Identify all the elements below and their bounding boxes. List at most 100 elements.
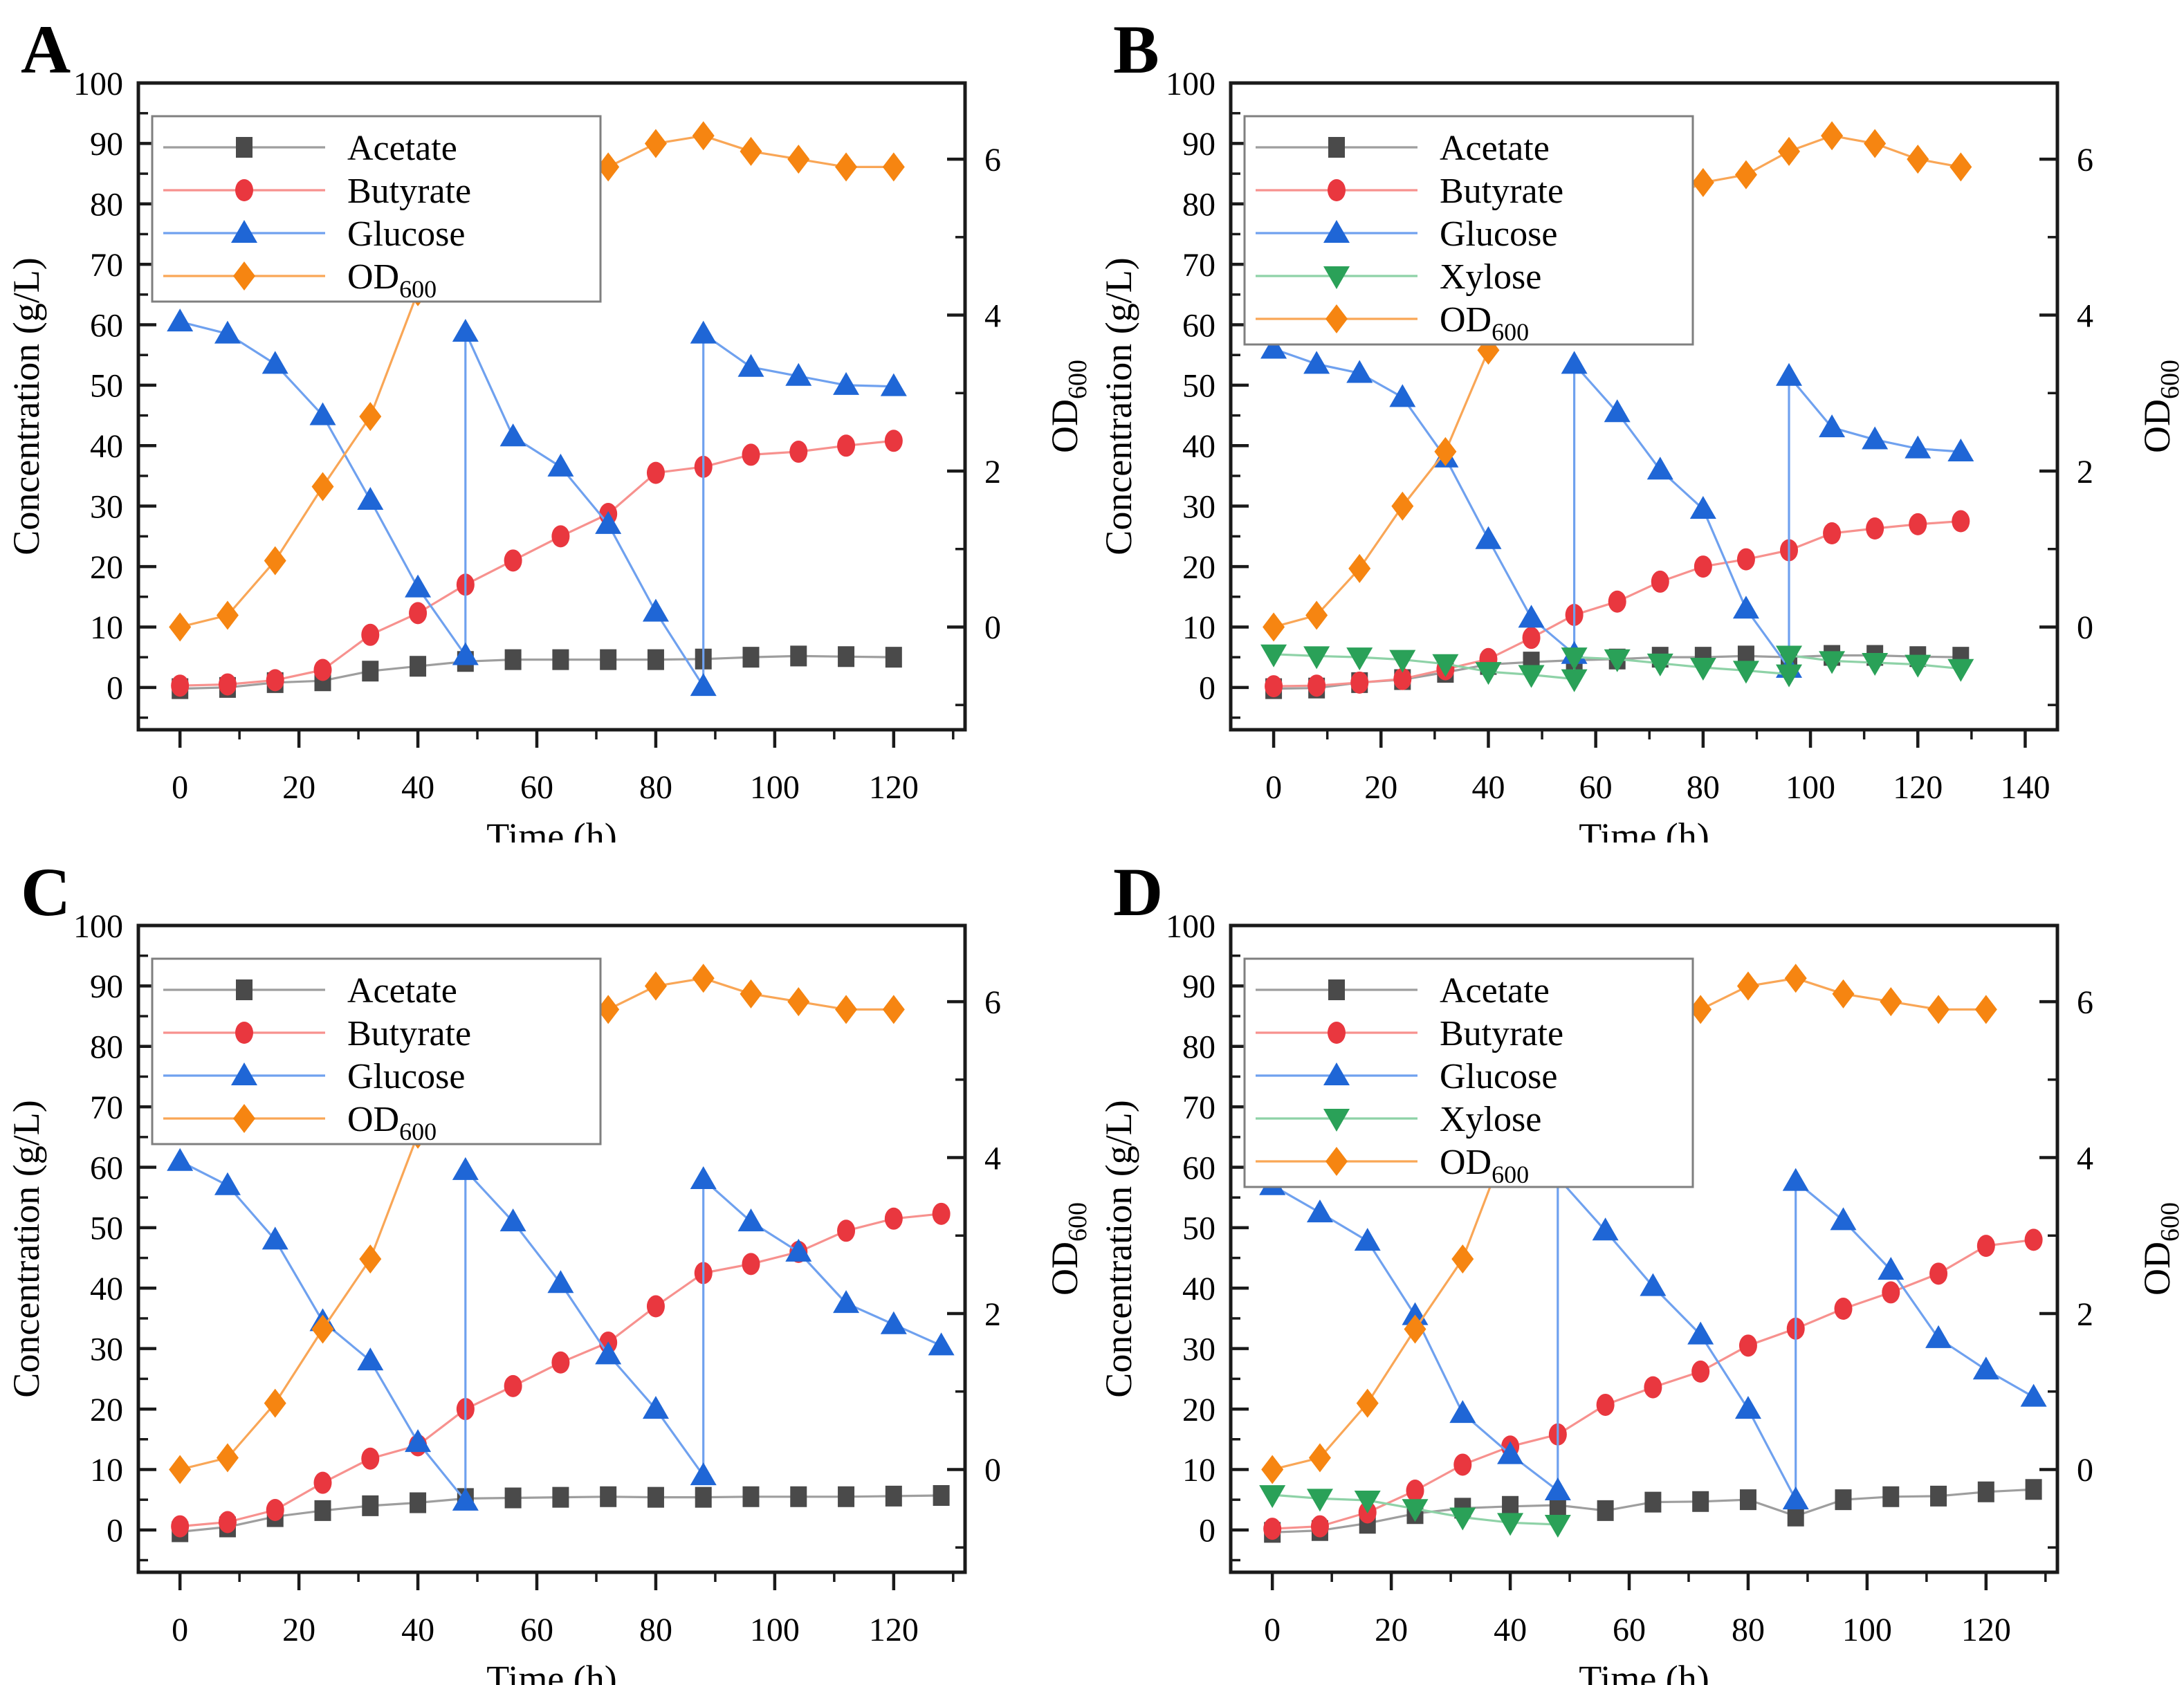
x-axis-title: Time (h): [1579, 816, 1709, 842]
series-glucose-marker: [1640, 1273, 1667, 1296]
series-glucose-marker: [309, 402, 336, 425]
series-od600-marker: [216, 1443, 239, 1473]
series-glucose-marker: [499, 423, 526, 447]
series-acetate-marker: [695, 1486, 712, 1508]
series-butyrate-marker: [742, 1253, 760, 1276]
y-right-tick-label: 0: [2077, 1452, 2093, 1489]
series-butyrate: [1263, 1228, 2043, 1540]
series-glucose-marker: [1604, 399, 1631, 423]
series-xylose-marker: [1389, 650, 1416, 673]
series-glucose-marker: [1689, 496, 1716, 519]
series-glucose-line: [1272, 1176, 2035, 1501]
series-glucose-marker: [595, 510, 622, 534]
series-butyrate-marker: [1694, 555, 1712, 578]
series-acetate: [172, 1485, 950, 1543]
series-acetate-marker: [2025, 1479, 2042, 1500]
series-glucose-marker: [214, 1172, 241, 1195]
plot-frame: [1229, 81, 2059, 732]
series-butyrate-marker: [1834, 1298, 1853, 1320]
y-axis-title: Concentration (g/L): [1098, 1100, 1139, 1397]
y-left-tick-label: 20: [1182, 1392, 1215, 1428]
series-glucose-marker: [452, 642, 479, 665]
y-left-tick-label: 10: [90, 609, 123, 646]
series-glucose-line: [179, 1160, 942, 1502]
y-left-tick-label: 50: [1182, 368, 1215, 405]
panel-b: B 0 20 40 60 80 100 120 140 Time (h) 0 10 20 30 40 50 60…: [1092, 0, 2184, 842]
series-glucose-marker: [1449, 1400, 1476, 1424]
series-butyrate-marker: [789, 441, 808, 463]
series-butyrate-marker: [361, 1447, 380, 1470]
legend-marker-od600: [233, 1104, 255, 1133]
series-od600-marker: [597, 995, 620, 1024]
y-left-tick-label: 80: [90, 1029, 123, 1066]
series-glucose-marker: [642, 598, 669, 622]
x-axis: 0 20 40 60 80 100 120 Time (h): [172, 730, 955, 842]
y-right-tick-label: 2: [984, 454, 1001, 490]
legend-marker-butyrate: [235, 1022, 253, 1044]
y-left-tick-label: 60: [1182, 1150, 1215, 1186]
y-axis-title: Concentration (g/L): [6, 1100, 47, 1397]
legend-box: [1243, 957, 1694, 1188]
series-acetate-marker: [314, 1500, 331, 1521]
series-butyrate-marker: [837, 1219, 856, 1242]
y-left-tick-label: 40: [1182, 1271, 1215, 1307]
series-xylose-marker: [1449, 1507, 1476, 1531]
series-od600-marker: [644, 129, 667, 158]
series-glucose-marker: [499, 1208, 526, 1232]
y-left-tick-label: 60: [1182, 307, 1215, 344]
legend-item-od600: OD600: [1256, 300, 1529, 346]
series-acetate-marker: [838, 646, 855, 667]
series-glucose-marker: [690, 1462, 717, 1486]
legend-item-acetate: Acetate: [163, 971, 457, 1011]
y-left-tick-label: 90: [1182, 126, 1215, 163]
series-glucose-marker: [1972, 1356, 1999, 1380]
series-od600-marker: [264, 1388, 286, 1418]
y-left-tick-label: 70: [90, 1089, 123, 1126]
y-left-tick-label: 0: [1199, 670, 1215, 707]
series-butyrate-marker: [1952, 510, 1970, 533]
series-od600-marker: [1434, 436, 1457, 466]
y-left-tick-label: 20: [90, 549, 123, 586]
series-butyrate-marker: [742, 443, 760, 466]
y-left-tick-label: 100: [73, 908, 123, 945]
legend-item-glucose: Glucose: [1256, 1057, 1557, 1096]
series-glucose-marker: [1260, 335, 1287, 359]
series-acetate-marker: [410, 1492, 427, 1513]
y-left-tick-label: 30: [90, 488, 123, 525]
series-od600-marker: [597, 152, 620, 182]
x-tick-label: 60: [1579, 769, 1613, 806]
x-axis-title: Time (h): [1579, 1658, 1709, 1685]
series-xylose-marker: [1475, 662, 1502, 685]
x-tick-label: 40: [401, 769, 434, 806]
y-right-tick-label: 0: [984, 1452, 1001, 1489]
y-right-tick-label: 6: [2077, 984, 2093, 1021]
series-butyrate-marker: [218, 673, 237, 696]
series-glucose-marker: [167, 1148, 194, 1171]
legend-label-od600: OD600: [347, 257, 437, 303]
series-acetate-marker: [647, 1486, 664, 1508]
series-xylose-marker: [1819, 651, 1846, 674]
series-acetate-marker: [1977, 1481, 1994, 1502]
series-acetate-marker: [1882, 1486, 1900, 1507]
series-butyrate-marker: [1929, 1262, 1948, 1285]
legend-label-od600: OD600: [347, 1100, 437, 1145]
series-acetate-marker: [504, 1487, 522, 1509]
y-left-tick-label: 60: [90, 307, 123, 344]
y-axis-right: 0 2 4 6 OD600: [2039, 142, 2184, 706]
legend-label-butyrate: Butyrate: [1440, 1014, 1563, 1053]
legend-item-acetate: Acetate: [163, 129, 457, 168]
series-glucose-marker: [1782, 1168, 1809, 1191]
series-od600-marker: [1832, 979, 1855, 1009]
series-glucose-marker: [1687, 1321, 1714, 1345]
series-butyrate-marker: [1393, 667, 1412, 690]
legend-marker-od600: [1325, 304, 1348, 333]
series-od600-marker: [1974, 995, 1997, 1024]
y-right-tick-label: 0: [984, 609, 1001, 646]
legend-label-glucose: Glucose: [347, 214, 465, 254]
series-butyrate-marker: [1976, 1235, 1995, 1258]
